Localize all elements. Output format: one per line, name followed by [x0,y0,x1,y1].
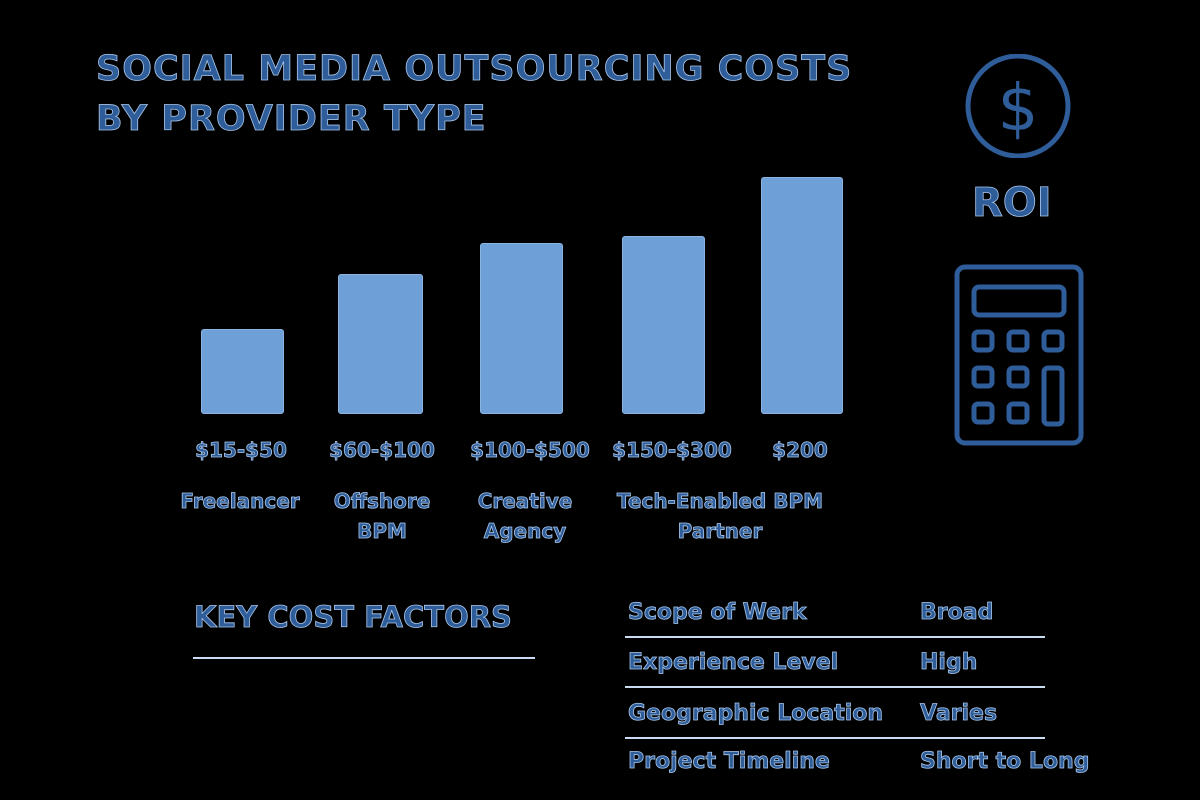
title-line-1: SOCIAL MEDIA OUTSOURCING COSTS [96,49,853,90]
factor-label: Geographic Location [628,701,884,727]
dollar-circle-icon: $ [965,54,1071,158]
chart-title: SOCIAL MEDIA OUTSOURCING COSTS BY PROVID… [96,44,852,144]
category-label: Tech-Enabled BPM Partner [616,489,824,544]
category-label: Offshore BPM [333,489,431,544]
factor-label: Scope of Werk [628,600,807,626]
bar [338,274,423,414]
price-label: $60-$100 [329,438,436,463]
row-divider [625,737,1045,739]
factor-value: Broad [920,600,994,626]
price-label: $15-$50 [195,438,288,463]
row-divider [625,686,1045,688]
price-label: $100-$500 [470,438,590,463]
bar [480,243,563,414]
title-line-2: BY PROVIDER TYPE [96,99,487,140]
price-label: $150-$300 [612,438,732,463]
row-divider [625,636,1045,638]
category-label: Freelancer [180,489,300,514]
bar [622,236,705,414]
calculator-icon [954,264,1084,446]
factor-label: Experience Level [628,650,839,676]
factor-value: Short to Long [920,749,1090,775]
factor-value: High [920,650,978,676]
price-label: $200 [772,438,828,463]
bar [201,328,284,414]
key-cost-factors-heading: KEY COST FACTORS [194,600,513,635]
svg-text:$: $ [998,72,1039,146]
heading-underline [193,657,535,659]
roi-label: ROI [972,180,1052,227]
factor-label: Project Timeline [628,749,831,775]
bar [761,177,843,414]
category-label: Creative Agency [477,489,573,544]
factor-value: Varies [920,701,998,727]
